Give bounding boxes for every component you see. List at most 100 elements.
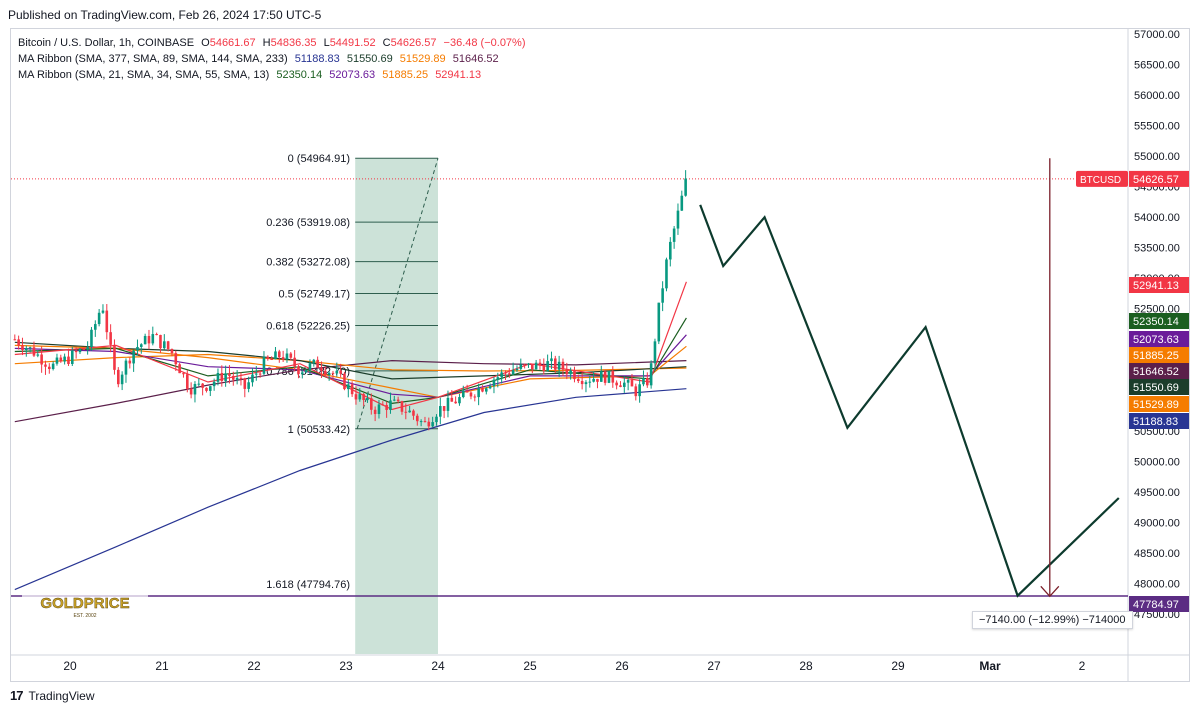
candle-body — [327, 372, 331, 375]
candle-body — [596, 378, 599, 382]
candle-body — [90, 329, 93, 348]
symbol-legend-row[interactable]: Bitcoin / U.S. Dollar, 1h, COINBASE O546… — [18, 35, 530, 51]
candle-body — [32, 347, 36, 356]
candle-body — [40, 354, 43, 365]
candle-body — [289, 353, 293, 358]
candle-body — [569, 370, 572, 375]
candle-body — [684, 178, 687, 196]
ribbon1-value-3: 51529.89 — [399, 53, 446, 65]
price-label-tag — [1129, 313, 1189, 329]
candle-body — [362, 394, 365, 401]
candle-body — [13, 339, 17, 341]
candle-body — [630, 380, 634, 387]
candle-body — [561, 361, 565, 370]
candle-body — [462, 390, 465, 398]
candle-body — [278, 351, 281, 358]
low-label: L — [323, 37, 330, 49]
ribbon2-value-1: 52350.14 — [276, 69, 323, 81]
x-tick-label: 26 — [615, 659, 629, 673]
candle-body — [419, 421, 423, 423]
change-value: −36.48 (−0.07%) — [443, 37, 526, 49]
ribbon2-label: MA Ribbon (SMA, 21, SMA, 34, SMA, 55, SM… — [18, 69, 270, 81]
candle-body — [59, 357, 63, 362]
candle-body — [21, 345, 24, 351]
candle-body — [136, 346, 139, 351]
candle-body — [385, 404, 388, 410]
candle-body — [186, 374, 189, 389]
candle-body — [232, 375, 235, 380]
price-label-value: 51646.52 — [1133, 366, 1179, 378]
candle-body — [147, 335, 151, 344]
x-tick-label: 20 — [63, 659, 77, 673]
candle-body — [224, 373, 227, 381]
high-value: 54836.35 — [270, 37, 317, 49]
price-label-value: 51885.25 — [1133, 350, 1179, 362]
ribbon2-legend-row[interactable]: MA Ribbon (SMA, 21, SMA, 34, SMA, 55, SM… — [18, 67, 530, 83]
candle-body — [404, 411, 408, 413]
price-label-tag — [1129, 413, 1189, 429]
candle-body — [469, 392, 473, 397]
candle-body — [36, 354, 40, 356]
candle-body — [308, 363, 312, 371]
projection-path — [699, 204, 1120, 598]
candle-body — [370, 398, 373, 410]
fib-label: 1.618 (47794.76) — [266, 579, 350, 591]
candle-body — [266, 356, 270, 360]
candle-body — [101, 310, 105, 313]
price-label-value: 52350.14 — [1133, 316, 1179, 328]
price-label-value: 52073.63 — [1133, 334, 1179, 346]
x-tick-label: 23 — [339, 659, 353, 673]
candle-body — [82, 348, 86, 350]
candle-body — [642, 378, 645, 385]
candle-body — [373, 409, 377, 415]
candle-body — [603, 371, 607, 383]
candle-body — [293, 357, 296, 367]
candle-body — [17, 339, 20, 346]
candle-body — [400, 401, 404, 412]
candle-body — [649, 363, 653, 386]
x-tick-label: 24 — [431, 659, 445, 673]
candle-body — [446, 397, 450, 411]
candle-body — [504, 372, 507, 374]
ribbon2-value-3: 51885.25 — [382, 69, 429, 81]
candle-body — [316, 359, 319, 368]
y-tick-label: 48000.00 — [1134, 578, 1180, 590]
chart-legend: Bitcoin / U.S. Dollar, 1h, COINBASE O546… — [18, 35, 530, 83]
measure-label: −7140.00 (−12.99%) −714000 — [972, 611, 1133, 629]
candle-body — [189, 388, 193, 395]
price-label-tag — [1129, 277, 1189, 293]
candle-body — [339, 370, 342, 374]
candle-body — [638, 384, 641, 397]
y-tick-label: 57000.00 — [1134, 29, 1180, 41]
candle-body — [235, 377, 239, 380]
x-tick-label: 22 — [247, 659, 261, 673]
candle-body — [301, 372, 304, 375]
candle-body — [358, 394, 362, 400]
y-tick-label: 49500.00 — [1134, 487, 1180, 499]
price-label-tag — [1129, 396, 1189, 412]
candle-body — [44, 364, 47, 367]
candle-body — [588, 381, 592, 383]
candle-body — [113, 344, 116, 370]
price-label-value: 52941.13 — [1133, 280, 1179, 292]
x-tick-label: 21 — [155, 659, 169, 673]
ribbon1-legend-row[interactable]: MA Ribbon (SMA, 377, SMA, 89, SMA, 144, … — [18, 51, 530, 67]
candle-body — [519, 364, 523, 369]
candle-body — [205, 387, 208, 391]
candle-body — [423, 421, 427, 423]
candle-body — [431, 422, 434, 427]
ma-line — [14, 353, 687, 372]
price-label-value: 51529.89 — [1133, 399, 1179, 411]
candle-body — [255, 373, 258, 375]
candle-body — [584, 382, 588, 385]
candle-body — [331, 372, 335, 374]
price-label-tag — [1129, 596, 1189, 612]
candle-body — [55, 357, 59, 364]
candle-body — [611, 370, 615, 383]
candle-body — [615, 382, 618, 386]
candle-body — [140, 344, 143, 347]
candle-body — [143, 335, 147, 345]
goldprice-logo-sub: EST. 2002 — [73, 613, 96, 619]
symbol-tag-label: BTCUSD — [1080, 175, 1121, 186]
